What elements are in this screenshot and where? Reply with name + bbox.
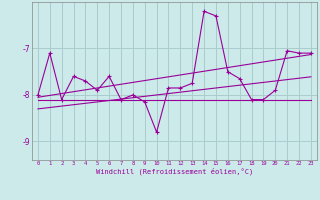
X-axis label: Windchill (Refroidissement éolien,°C): Windchill (Refroidissement éolien,°C) xyxy=(96,167,253,175)
